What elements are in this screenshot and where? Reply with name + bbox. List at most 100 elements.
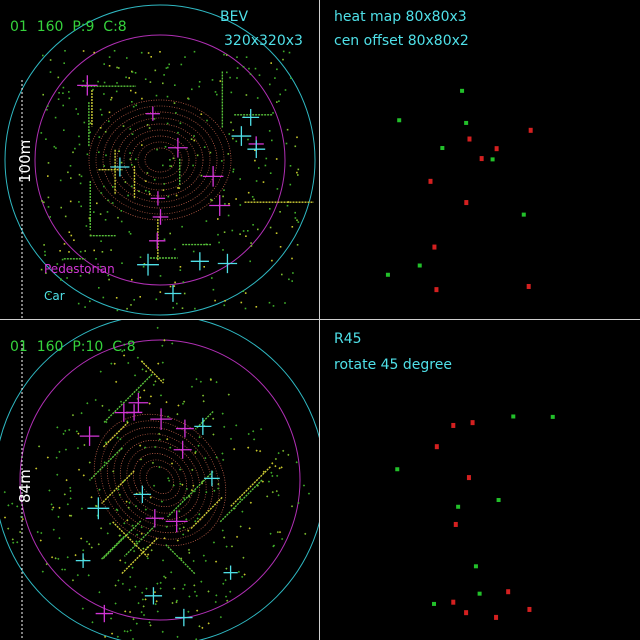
lidar-point [144, 180, 147, 182]
lidar-point [68, 91, 70, 93]
lidar-point [40, 531, 43, 535]
lidar-point [289, 165, 292, 167]
lidar-point [162, 378, 165, 381]
structure-edge [165, 544, 196, 575]
lidar-point [156, 148, 158, 151]
lidar-point [182, 400, 186, 403]
lidar-point [125, 76, 127, 79]
lidar-point [108, 65, 111, 67]
lidar-point [184, 56, 186, 58]
lidar-point [247, 191, 250, 194]
lidar-point [128, 610, 132, 614]
lidar-point [291, 280, 293, 282]
lidar-point [99, 265, 102, 268]
lidar-point [279, 246, 282, 248]
lidar-point [66, 277, 68, 279]
lidar-point [276, 474, 279, 477]
lidar-point [148, 621, 151, 624]
lidar-point [237, 570, 241, 574]
lidar-point [91, 621, 94, 624]
lidar-point [281, 273, 283, 276]
lidar-point [61, 568, 64, 571]
lidar-point [225, 545, 228, 548]
heatmap-rotated-canvas [395, 414, 555, 620]
lidar-point [110, 98, 112, 101]
lidar-point [94, 398, 97, 402]
lidar-point [53, 145, 56, 148]
lidar-point [116, 509, 119, 512]
lidar-point [197, 444, 200, 447]
lidar-point [291, 257, 293, 260]
lidar-point [75, 108, 77, 110]
lidar-point [167, 477, 170, 480]
lidar-point [245, 56, 248, 58]
lidar-point [225, 567, 228, 570]
lidar-point [252, 224, 254, 226]
lidar-point [212, 417, 215, 420]
structure-edge [121, 537, 158, 575]
lidar-point [224, 300, 226, 302]
lidar-point [290, 505, 294, 508]
lidar-point [75, 430, 78, 433]
lidar-point [52, 506, 55, 509]
lidar-point [253, 198, 255, 201]
range-circle-outer [0, 320, 320, 640]
lidar-point [58, 450, 61, 453]
lidar-point [68, 251, 70, 253]
lidar-point [121, 582, 125, 586]
lidar-point [70, 514, 73, 517]
lidar-point [179, 266, 182, 268]
structure-edge [219, 479, 263, 523]
lidar-point [171, 601, 174, 605]
lidar-point [177, 404, 180, 407]
lidar-point [99, 527, 103, 530]
lidar-point [63, 493, 66, 496]
lidar-point [227, 214, 230, 217]
lidar-point [117, 488, 120, 491]
lidar-point [69, 489, 72, 493]
lidar-point [250, 245, 253, 247]
lidar-point [269, 226, 272, 229]
lidar-point [57, 76, 60, 79]
lidar-point [164, 576, 167, 579]
lidar-point [161, 630, 164, 633]
lidar-point [285, 142, 288, 145]
lidar-point [57, 98, 60, 100]
lidar-point [157, 362, 160, 365]
lidar-point [183, 583, 186, 587]
lidar-point [135, 158, 137, 161]
lidar-point [212, 288, 215, 291]
lidar-point [200, 113, 203, 115]
lidar-point [243, 573, 246, 576]
lidar-point [80, 537, 83, 540]
lidar-point [139, 256, 142, 258]
heatmap-canvas [385, 88, 533, 293]
lidar-point [7, 527, 10, 530]
lidar-point [45, 563, 48, 566]
lidar-point [113, 50, 116, 52]
lidar-point [3, 516, 7, 519]
lidar-point [223, 189, 225, 191]
structure-edge [102, 421, 129, 448]
lidar-point [139, 458, 143, 461]
lidar-point [282, 50, 285, 53]
heat-cell-car [477, 591, 482, 596]
structure-edge [102, 520, 142, 560]
status-text: 01 160 P:10 C:8 [10, 339, 136, 355]
lidar-point [249, 501, 252, 504]
lidar-point [146, 124, 149, 126]
lidar-point [214, 91, 217, 93]
lidar-point [244, 292, 247, 294]
lidar-point [227, 393, 230, 396]
bev-size: 320x320x3 [224, 33, 303, 49]
lidar-point [99, 108, 102, 111]
lidar-point [230, 121, 232, 124]
lidar-point [173, 285, 176, 287]
lidar-point [135, 533, 139, 536]
lidar-point [156, 582, 159, 585]
lidar-point [282, 58, 284, 61]
lidar-point [35, 467, 38, 470]
heat-cell-pedestrian [528, 127, 533, 133]
lidar-point [179, 269, 182, 271]
vertical-divider [319, 0, 320, 640]
